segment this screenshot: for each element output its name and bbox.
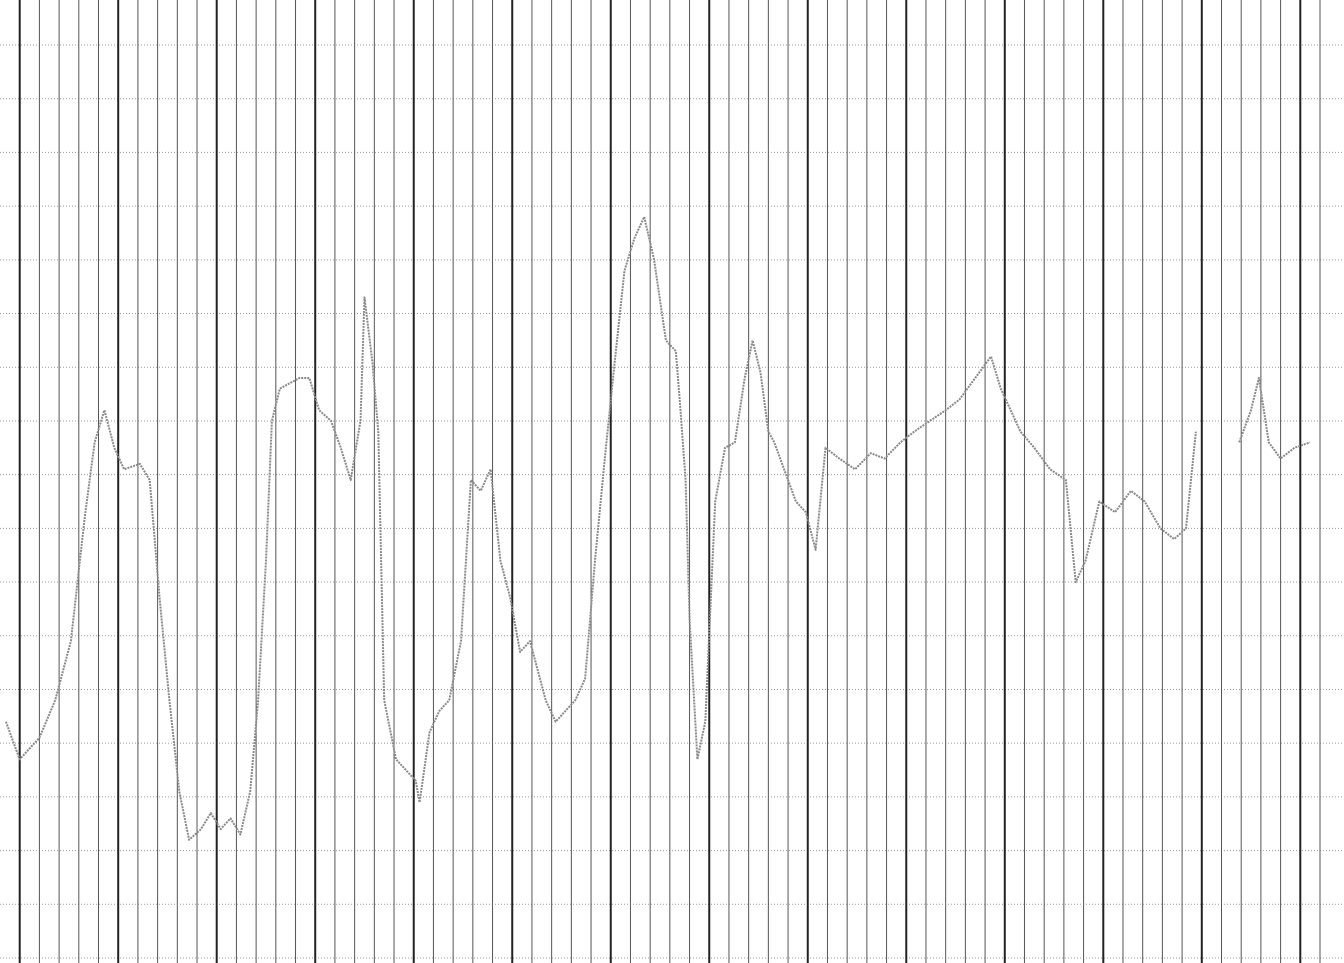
trace <box>4 215 1197 841</box>
trace <box>1238 377 1311 460</box>
